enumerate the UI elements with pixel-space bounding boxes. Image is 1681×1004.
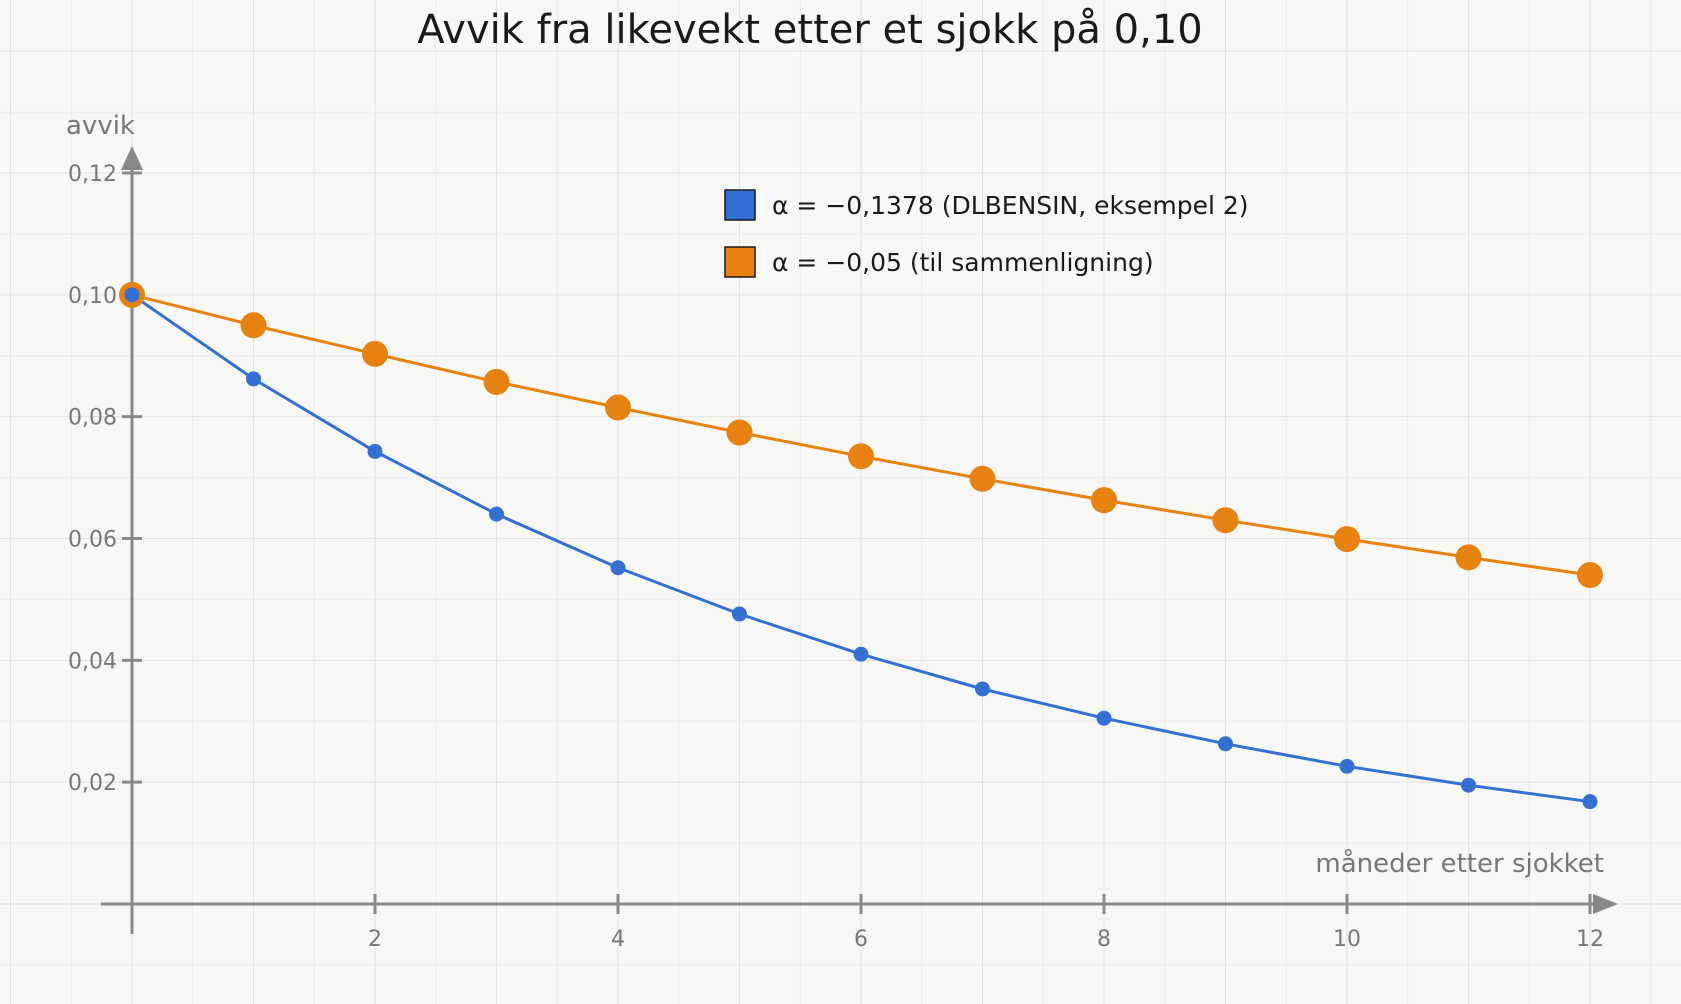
series-1-point — [367, 443, 383, 459]
legend-label-2: α = −0,05 (til sammenligning) — [772, 248, 1154, 277]
legend-swatch-2 — [724, 246, 756, 278]
series-2-point — [969, 465, 996, 492]
series-1-point — [975, 681, 990, 697]
x-tick-label: 6 — [854, 927, 868, 952]
x-tick-label: 12 — [1576, 927, 1604, 952]
legend-swatch-1 — [724, 189, 756, 221]
x-axis-arrow — [1593, 894, 1618, 914]
y-tick-label: 0,04 — [68, 649, 117, 674]
series-2-point — [1091, 487, 1117, 514]
series-2-point — [726, 419, 753, 446]
series-2-point — [1577, 562, 1603, 589]
series-2-point — [483, 368, 510, 395]
y-axis-label: avvik — [66, 111, 135, 141]
series-1-point — [610, 560, 626, 576]
series-2-point — [362, 340, 388, 367]
series-1-point — [732, 606, 747, 622]
series-1-point — [1582, 794, 1598, 810]
y-tick-label: 0,12 — [68, 162, 117, 187]
chart-title: Avvik fra likevekt etter et sjokk på 0,1… — [417, 7, 1202, 53]
series-2-point — [240, 312, 267, 339]
series-2-point — [1455, 544, 1482, 571]
series-1-point — [853, 646, 869, 662]
x-tick-label: 4 — [611, 927, 625, 952]
y-axis-arrow — [121, 146, 143, 170]
y-tick-label: 0,10 — [68, 284, 117, 309]
x-tick-label: 2 — [368, 927, 382, 952]
series-1-point — [489, 506, 504, 522]
ticks: 2 4 6 8 10 12 0,02 0,04 0,06 0,08 0,10 0,12 — [68, 162, 1604, 952]
series-2-point — [605, 394, 631, 421]
y-tick-label: 0,06 — [68, 528, 117, 553]
x-tick-label: 10 — [1333, 927, 1361, 952]
series-2-point — [848, 443, 874, 470]
series-points — [119, 281, 1603, 810]
series-1-point — [1218, 736, 1233, 752]
series-1-point — [246, 371, 261, 387]
series-1-point — [1096, 710, 1112, 726]
y-tick-label: 0,08 — [68, 406, 117, 431]
series-1-point — [1461, 777, 1476, 793]
series-1-point — [124, 287, 140, 303]
legend: α = −0,1378 (DLBENSIN, eksempel 2) α = −0… — [724, 189, 1249, 278]
series-2-point — [1334, 526, 1360, 553]
y-tick-label: 0,02 — [68, 771, 117, 796]
legend-label-1: α = −0,1378 (DLBENSIN, eksempel 2) — [772, 191, 1249, 220]
x-axis-label: måneder etter sjokket — [1315, 848, 1604, 879]
series-2-point — [1212, 507, 1239, 534]
x-tick-label: 8 — [1097, 927, 1111, 952]
series-1-point — [1339, 758, 1355, 774]
